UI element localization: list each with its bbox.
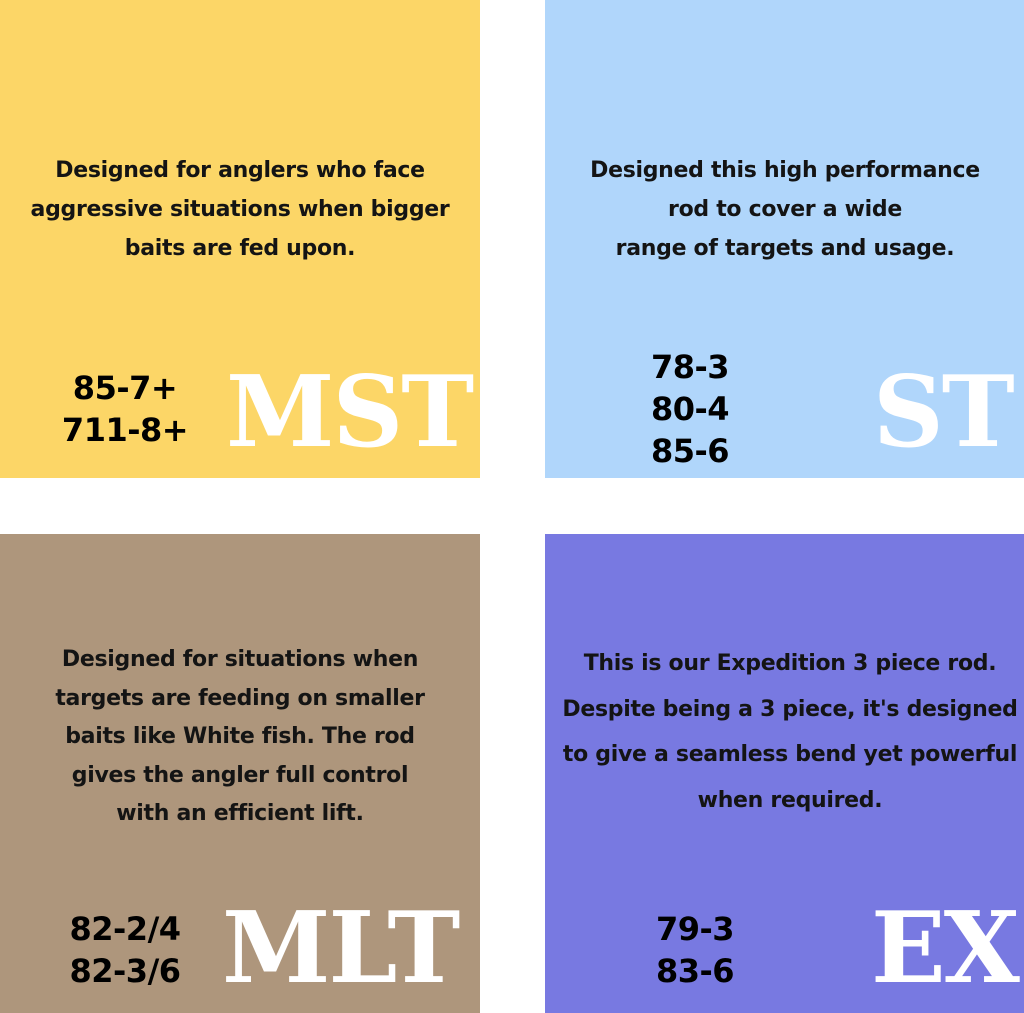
mlt-model-list: 82-2/4 82-3/6 <box>50 908 200 992</box>
mlt-model-1: 82-2/4 <box>69 910 181 948</box>
mst-panel: Designed for anglers who face aggressive… <box>0 0 480 478</box>
mlt-model-2: 82-3/6 <box>69 952 181 990</box>
mlt-description: Designed for situations when targets are… <box>55 647 425 826</box>
mlt-series-title: MLT <box>222 891 460 1006</box>
st-description: Designed this high performance rod to co… <box>590 158 980 261</box>
ex-model-1: 79-3 <box>655 910 735 948</box>
mst-series-title: MST <box>226 355 474 470</box>
mst-model-list: 85-7+ 711-8+ <box>55 367 195 451</box>
mst-description: Designed for anglers who face aggressive… <box>30 158 450 261</box>
mlt-panel: Designed for situations when targets are… <box>0 534 480 1013</box>
mst-model-1: 85-7+ <box>72 369 178 407</box>
mst-model-2: 711-8+ <box>61 411 189 449</box>
st-series-title: ST <box>873 355 1015 470</box>
st-model-2: 80-4 <box>650 390 730 428</box>
ex-model-list: 79-3 83-6 <box>630 908 760 992</box>
st-model-3: 85-6 <box>650 432 730 470</box>
st-panel: Designed this high performance rod to co… <box>545 0 1024 478</box>
ex-description: This is our Expedition 3 piece rod. Desp… <box>562 651 1018 813</box>
st-model-1: 78-3 <box>650 348 730 386</box>
st-model-list: 78-3 80-4 85-6 <box>630 346 750 472</box>
ex-model-2: 83-6 <box>655 952 735 990</box>
ex-series-title: EX <box>871 891 1020 1006</box>
ex-panel: This is our Expedition 3 piece rod. Desp… <box>545 534 1024 1013</box>
